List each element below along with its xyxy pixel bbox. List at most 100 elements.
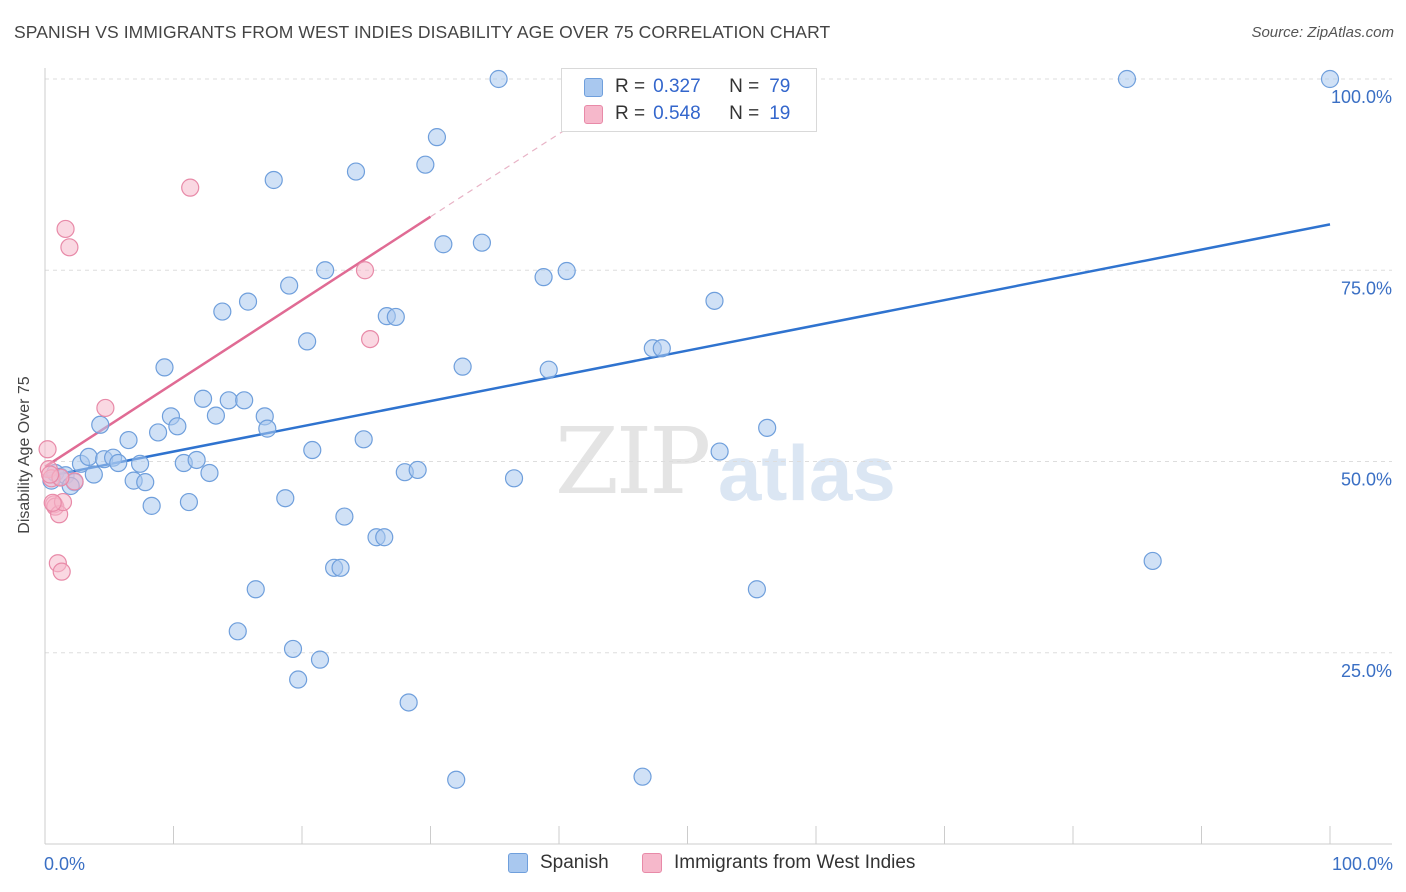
r-label: R = <box>615 103 646 124</box>
spanish-point <box>1117 69 1137 89</box>
west-indies-trend-extension <box>430 116 586 218</box>
spanish-point <box>136 473 155 492</box>
spanish-point <box>331 558 350 577</box>
spanish-point <box>354 430 373 449</box>
spanish-point <box>130 454 150 473</box>
stats-row-spanish: R = 0.327 N = 79 <box>584 75 790 99</box>
spanish-trend-line <box>44 223 1331 479</box>
spanish-swatch <box>584 77 603 97</box>
spanish-point <box>142 496 161 515</box>
spanish-point <box>1143 551 1162 571</box>
source-credit: Source: ZipAtlas.com <box>1251 24 1394 41</box>
watermark-atlas: atlas <box>718 429 896 517</box>
spanish-point <box>109 453 128 473</box>
west-indies-r-value: 0.548 <box>653 103 701 124</box>
series-legend: Spanish Immigrants from West Indies <box>0 852 1406 878</box>
spanish-point <box>408 460 427 480</box>
spanish-point <box>447 770 466 789</box>
y-axis-label: Disability Age Over 75 <box>16 376 33 534</box>
spanish-r-value: 0.327 <box>653 76 701 97</box>
spanish-n-value: 79 <box>769 76 791 97</box>
legend-item-spanish[interactable]: Spanish <box>508 852 609 874</box>
west-indies-n-value: 19 <box>769 103 791 124</box>
spanish-point <box>633 767 652 786</box>
spanish-point <box>705 291 724 310</box>
spanish-point <box>335 507 354 526</box>
spanish-point <box>1320 69 1340 89</box>
spanish-point <box>557 261 576 281</box>
spanish-point <box>316 261 335 280</box>
x-tick-label-min: 0.0% <box>44 854 85 874</box>
stats-legend: R = 0.327 N = 79 R = 0.548 N = 19 <box>561 68 817 132</box>
spanish-point <box>193 389 213 408</box>
tick-labels: 25.0% 50.0% 75.0% 100.0% 0.0% 100.0% <box>44 87 1393 874</box>
spanish-point <box>534 268 553 287</box>
spanish-point <box>213 302 232 321</box>
data-points <box>38 69 1340 789</box>
spanish-point <box>84 465 103 484</box>
spanish-point <box>148 423 168 442</box>
west-indies-point <box>361 330 380 349</box>
west-indies-swatch <box>584 104 603 124</box>
spanish-point <box>119 430 138 450</box>
west-indies-point <box>60 238 79 257</box>
west-indies-point <box>96 398 115 418</box>
spanish-point <box>298 332 317 351</box>
spanish-point <box>246 580 265 599</box>
spanish-point <box>179 492 199 512</box>
spanish-point <box>375 528 394 547</box>
r-label: R = <box>615 76 646 97</box>
spanish-point <box>710 442 729 461</box>
spanish-point <box>416 155 435 174</box>
spanish-point <box>489 69 508 89</box>
n-label: N = <box>729 76 760 97</box>
spanish-point <box>346 162 366 181</box>
spanish-point <box>386 307 405 327</box>
spanish-point <box>303 440 322 460</box>
spanish-point <box>264 170 283 190</box>
spanish-point <box>276 489 295 508</box>
spanish-point <box>187 450 206 470</box>
chart-title: SPANISH VS IMMIGRANTS FROM WEST INDIES D… <box>14 22 831 42</box>
west-indies-point <box>43 493 62 512</box>
spanish-point <box>289 670 308 689</box>
spanish-point <box>79 447 98 467</box>
spanish-point <box>434 235 453 254</box>
spanish-point <box>747 580 766 599</box>
y-tick-label: 50.0% <box>1341 470 1392 490</box>
spanish-point <box>310 650 330 669</box>
spanish-point <box>235 391 254 410</box>
stats-row-west-indies: R = 0.548 N = 19 <box>584 102 790 126</box>
spanish-point <box>280 276 299 295</box>
spanish-legend-swatch <box>508 853 528 873</box>
west-indies-point <box>38 440 57 459</box>
spanish-point <box>472 233 491 252</box>
spanish-point <box>539 360 558 379</box>
spanish-point <box>206 406 226 425</box>
spanish-point <box>200 463 219 483</box>
west-indies-point <box>56 219 75 239</box>
west-indies-legend-swatch <box>642 853 662 873</box>
west-indies-point <box>355 261 375 280</box>
west-indies-point <box>181 178 200 197</box>
spanish-point <box>399 693 418 712</box>
legend-label-spanish: Spanish <box>540 852 609 873</box>
legend-item-west-indies[interactable]: Immigrants from West Indies <box>642 852 915 874</box>
spanish-point <box>283 639 303 659</box>
y-tick-label: 100.0% <box>1331 87 1392 107</box>
y-tick-label: 25.0% <box>1341 661 1392 681</box>
spanish-point <box>91 415 110 434</box>
spanish-point <box>238 292 258 311</box>
spanish-point <box>155 358 174 377</box>
west-indies-point <box>52 562 71 581</box>
spanish-point <box>228 622 247 641</box>
west-indies-point <box>41 465 60 484</box>
spanish-point <box>504 469 524 488</box>
spanish-point <box>168 417 187 436</box>
trend-lines <box>44 116 1331 479</box>
spanish-point <box>453 357 472 376</box>
spanish-point <box>758 418 777 437</box>
spanish-point <box>652 339 671 358</box>
spanish-point <box>219 391 238 410</box>
